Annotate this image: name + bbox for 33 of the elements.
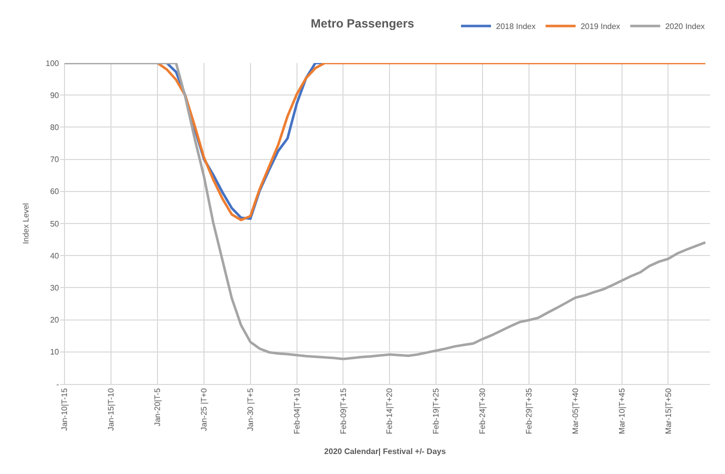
x-tick-label: Jan-30 |T+5 [246,388,255,431]
y-tick-label: 10 [50,348,60,357]
x-tick-label: Jan-20|T-5 [153,388,162,426]
y-tick-label: 100 [46,58,60,68]
y-tick-label: 40 [50,251,60,260]
x-tick-label: Mar-10|T+45 [617,388,626,434]
y-tick-label: - [56,380,60,389]
y-tick-label: 50 [50,219,60,228]
x-tick-label: Feb-04|T+10 [292,388,302,434]
x-tick-label: Mar-05|T+40 [570,388,580,434]
x-tick-label: Feb-24|T+30 [478,388,488,434]
legend-label: 2020 Index [665,22,705,32]
x-tick-label: Feb-14|T+20 [385,388,394,434]
x-tick-label: Feb-19|T+25 [432,388,441,434]
line-series [156,63,707,222]
x-tick-label: Mar-15|T+50 [664,388,673,434]
line-series [63,63,707,360]
chart-title: Metro Passengers [310,16,415,30]
y-tick-label: 60 [50,187,60,196]
x-tick-label: Feb-29|T+35 [524,388,534,434]
x-tick-label: Jan-10|T-15 [60,388,70,431]
y-tick-label: 70 [50,155,60,164]
y-tick-label: 80 [50,123,60,132]
x-tick-label: Feb-09|T+15 [338,388,348,434]
x-tick-label: Jan-15|T-10 [106,388,116,431]
y-axis-title: Index Level [21,202,30,244]
y-tick-label: 90 [50,90,60,100]
legend-label: 2019 Index [580,22,620,32]
x-axis-title: 2020 Calendar| Festival +/- Days [324,447,446,456]
x-tick-label: Jan-25 |T+0 [200,388,209,431]
y-tick-label: 20 [50,316,60,325]
y-tick-label: 30 [50,284,60,292]
legend-label: 2018 Index [496,22,536,32]
